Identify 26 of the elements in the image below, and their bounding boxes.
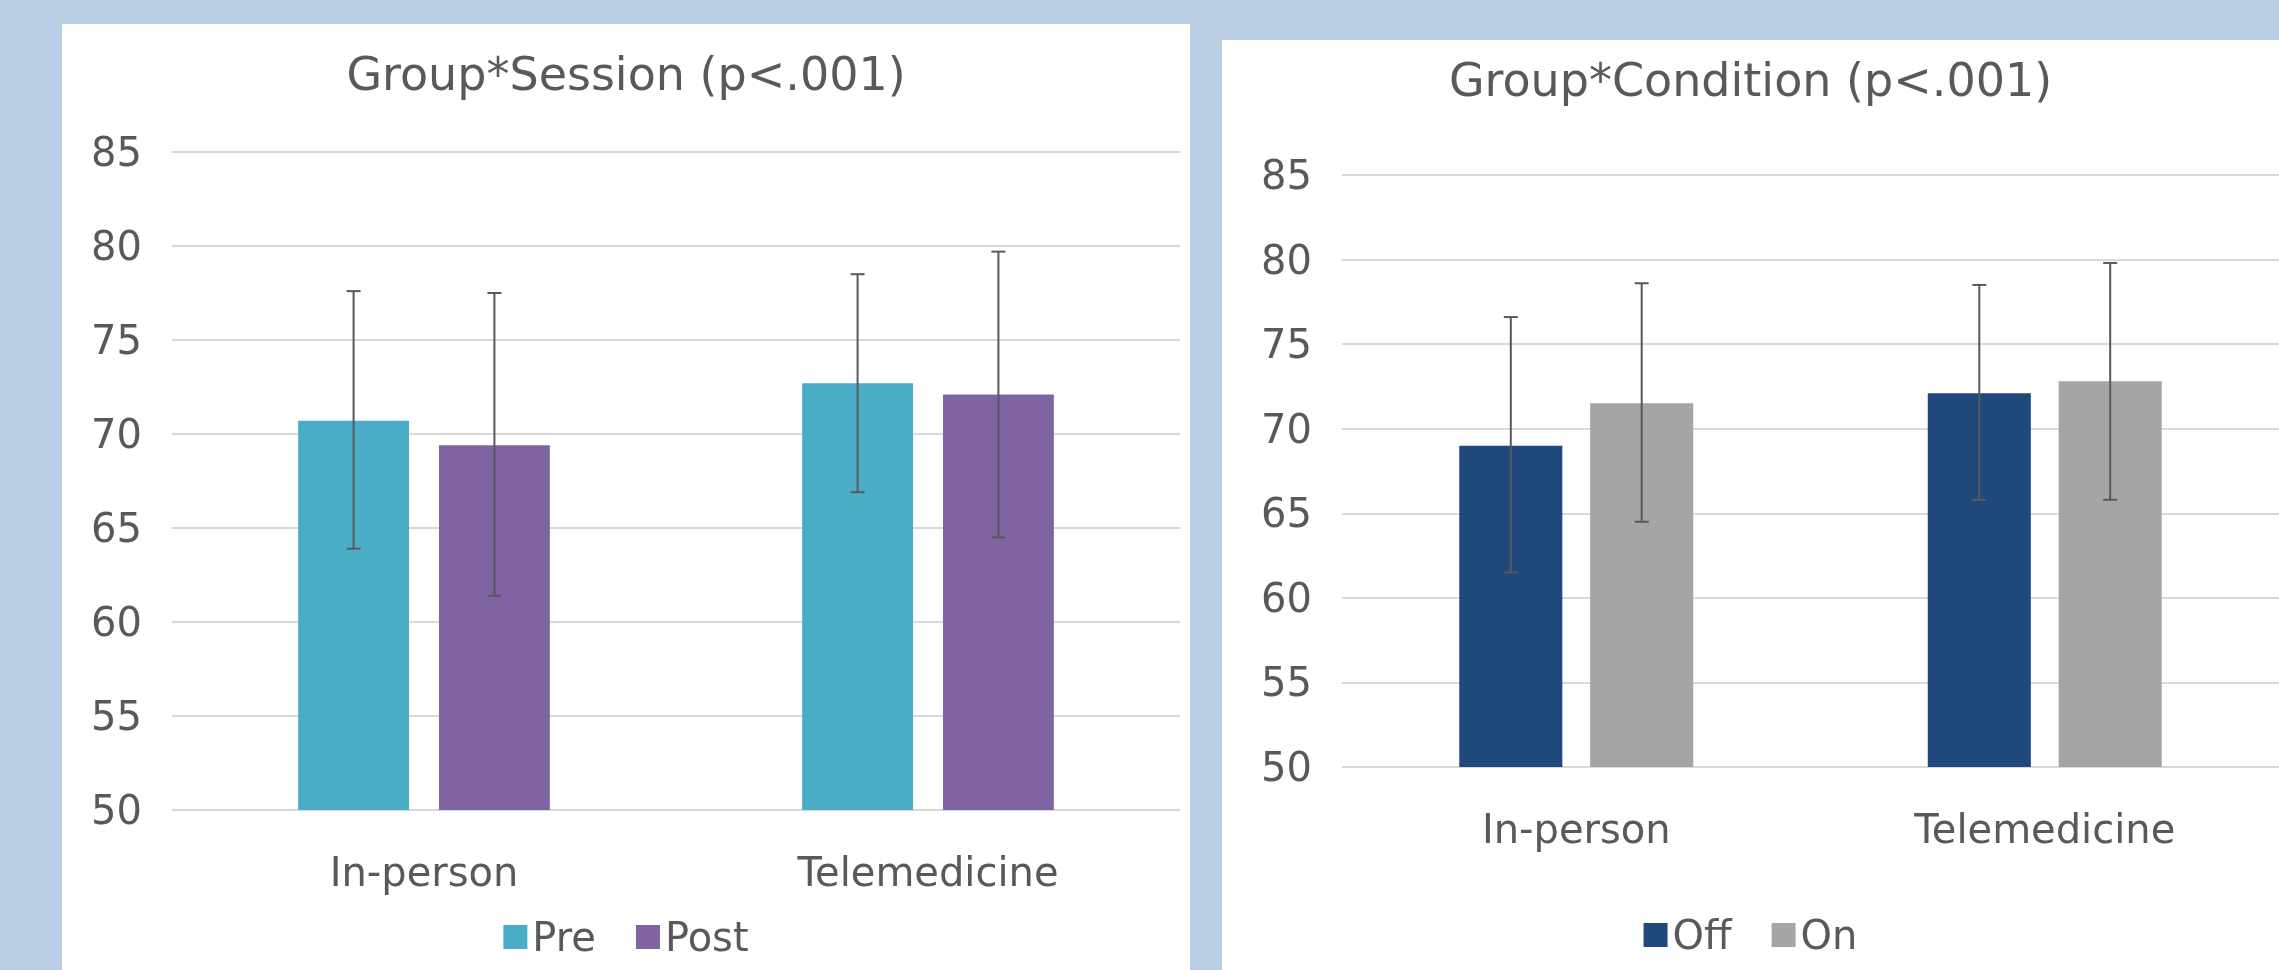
y-tick-label: 70 <box>1261 405 1312 452</box>
x-tick-label: In-person <box>329 849 519 895</box>
legend-label: Post <box>664 914 749 960</box>
chart-title: Group*Condition (p<.001) <box>1448 53 2053 107</box>
x-tick-label: Telemedicine <box>1913 806 2176 852</box>
y-tick-label: 80 <box>1261 236 1312 283</box>
y-tick-label: 55 <box>91 693 142 739</box>
y-tick-label: 50 <box>91 787 142 833</box>
y-tick-label: 80 <box>91 223 142 269</box>
y-tick-label: 65 <box>1261 490 1312 537</box>
x-tick-label: In-person <box>1481 806 1671 852</box>
y-tick-label: 65 <box>91 505 142 551</box>
y-tick-label: 50 <box>1261 744 1312 790</box>
y-tick-label: 75 <box>1261 321 1312 368</box>
y-tick-label: 60 <box>91 599 142 645</box>
legend-label: Off <box>1672 912 1734 958</box>
y-tick-label: 55 <box>1261 659 1312 706</box>
y-tick-label: 70 <box>91 411 142 457</box>
x-tick-label: Telemedicine <box>796 849 1059 895</box>
y-tick-label: 85 <box>1261 152 1312 198</box>
legend-label: On <box>1800 912 1858 958</box>
y-tick-label: 75 <box>91 317 142 363</box>
legend-label: Pre <box>532 914 596 960</box>
chart-title: Group*Session (p<.001) <box>346 47 906 101</box>
y-tick-label: 60 <box>1261 574 1312 621</box>
y-tick-label: 85 <box>91 129 142 175</box>
